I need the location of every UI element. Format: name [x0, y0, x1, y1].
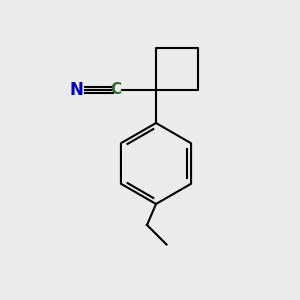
Text: C: C: [110, 82, 121, 98]
Text: N: N: [70, 81, 83, 99]
